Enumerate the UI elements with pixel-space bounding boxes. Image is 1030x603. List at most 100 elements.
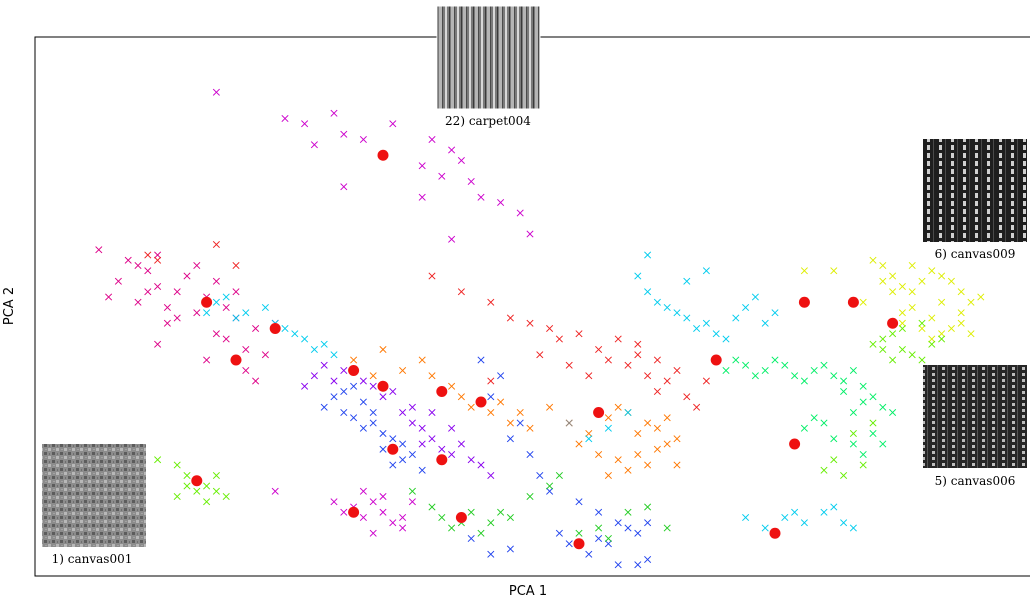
thumbnail-label-carpet004: 22) carpet004 [445, 114, 531, 128]
data-point-series-2 [634, 340, 642, 348]
data-point-series-7 [869, 419, 877, 427]
data-point-series-6 [947, 277, 955, 285]
data-point-series-5 [751, 372, 759, 380]
data-point-series-5 [800, 377, 808, 385]
thumbnail-canvas001: 1) canvas001 [38, 444, 150, 566]
data-point-series-9 [301, 382, 309, 390]
data-point-series-1 [399, 524, 407, 532]
data-point-series-8 [536, 471, 544, 480]
data-point-series-7 [908, 351, 916, 359]
data-point-series-7 [183, 482, 191, 490]
data-point-series-6 [928, 267, 936, 275]
data-point-series-8 [634, 529, 642, 537]
data-point-series-2 [693, 403, 701, 411]
data-point-series-7 [889, 330, 897, 338]
data-point-series-0 [183, 272, 191, 280]
centroid-point [348, 506, 360, 518]
data-point-series-4 [683, 314, 691, 322]
data-point-series-0 [154, 251, 162, 259]
data-point-series-10 [428, 503, 436, 511]
data-point-series-1 [212, 88, 220, 96]
data-point-series-6 [938, 298, 946, 306]
data-point-series-6 [967, 330, 975, 338]
data-point-series-6 [859, 298, 867, 306]
data-point-series-3 [663, 440, 671, 448]
data-point-series-6 [898, 319, 906, 327]
data-point-series-1 [516, 209, 524, 217]
data-point-series-8 [497, 372, 505, 380]
data-point-series-1 [379, 492, 387, 501]
data-point-series-10 [624, 508, 632, 516]
data-point-series-2 [555, 335, 563, 343]
data-point-series-1 [526, 230, 534, 238]
data-point-series-5 [869, 429, 877, 438]
data-point-series-6 [898, 309, 906, 317]
data-point-series-7 [203, 498, 211, 506]
data-point-series-2 [683, 393, 691, 401]
data-point-series-2 [624, 361, 632, 369]
data-point-series-3 [487, 408, 495, 417]
data-point-series-6 [947, 324, 955, 333]
data-point-series-8 [516, 419, 524, 427]
data-point-series-3 [467, 403, 475, 411]
data-point-series-7 [879, 335, 887, 343]
data-point-series-2 [154, 256, 162, 264]
data-point-series-0 [212, 330, 220, 338]
data-point-series-7 [193, 487, 201, 495]
data-point-series-3 [673, 435, 681, 443]
data-point-series-0 [203, 356, 211, 364]
data-point-series-4 [849, 524, 857, 532]
data-point-series-5 [879, 403, 887, 411]
data-point-series-1 [359, 513, 367, 522]
data-point-series-4 [683, 277, 691, 285]
data-point-series-3 [663, 414, 671, 422]
data-point-series-5 [771, 356, 779, 364]
data-point-series-6 [830, 267, 838, 275]
data-point-series-6 [928, 314, 936, 322]
centroid-point [436, 386, 448, 397]
data-point-series-7 [820, 466, 828, 474]
data-point-series-4 [693, 324, 701, 333]
data-point-series-0 [163, 319, 171, 327]
data-point-series-0 [173, 288, 181, 296]
data-point-series-6 [869, 256, 877, 264]
data-point-series-10 [497, 508, 505, 516]
data-point-series-8 [585, 550, 593, 558]
data-point-series-2 [526, 319, 534, 327]
data-point-series-9 [448, 424, 456, 432]
data-point-series-0 [252, 324, 260, 333]
data-point-series-1 [418, 162, 426, 170]
data-point-series-1 [340, 508, 348, 516]
data-point-series-6 [957, 288, 965, 296]
data-point-series-2 [604, 356, 612, 364]
centroid-point [436, 454, 448, 466]
data-point-series-4 [291, 330, 299, 338]
data-point-series-1 [467, 177, 475, 186]
data-point-series-5 [810, 414, 818, 422]
data-point-series-1 [448, 235, 456, 243]
thumbnail-canvas009: 6) canvas009 [922, 139, 1030, 261]
data-point-series-4 [742, 513, 750, 522]
data-point-series-7 [918, 319, 926, 327]
data-point-series-9 [418, 424, 426, 432]
data-point-series-2 [536, 351, 544, 359]
data-point-series-5 [859, 450, 867, 459]
data-point-series-9 [310, 372, 318, 380]
data-point-series-8 [399, 440, 407, 448]
data-point-series-4 [800, 519, 808, 527]
data-point-series-4 [212, 298, 220, 306]
data-point-series-0 [154, 340, 162, 348]
data-point-series-6 [908, 288, 916, 296]
data-point-series-0 [173, 314, 181, 322]
data-point-series-3 [614, 456, 622, 464]
data-point-series-8 [379, 429, 387, 438]
data-point-series-2 [487, 298, 495, 306]
data-point-series-10 [555, 471, 563, 480]
data-point-series-4 [653, 298, 661, 306]
centroid-points [191, 149, 899, 550]
data-point-series-5 [830, 372, 838, 380]
data-point-series-1 [369, 529, 377, 537]
data-point-series-2 [457, 288, 465, 296]
data-point-series-0 [242, 345, 250, 354]
